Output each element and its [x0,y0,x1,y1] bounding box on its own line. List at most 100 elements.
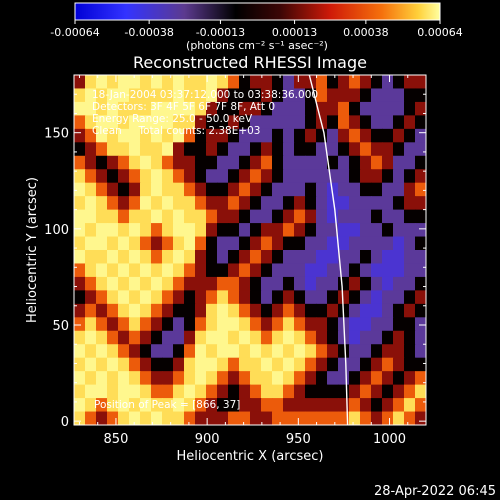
heatmap-cell [206,344,218,359]
heatmap-cell [294,371,306,386]
x-axis-ticks: 850 900 950 1000 [78,75,427,447]
heatmap-cell [107,250,119,265]
heatmap-cell [206,371,218,386]
heatmap-cell [162,75,174,90]
heatmap-cell [272,250,284,265]
heatmap-cell [184,384,196,399]
heatmap-cell [96,101,108,116]
heatmap-cell [382,75,394,90]
heatmap-cell [173,209,185,224]
heatmap-cell [250,330,262,345]
heatmap-cell [173,115,185,130]
heatmap-cell [415,371,426,386]
heatmap-cell [272,290,284,305]
heatmap-cell [371,290,383,305]
heatmap-cell [217,250,229,265]
heatmap-cell [173,101,185,116]
heatmap-cell [206,182,218,197]
heatmap-cell [338,128,350,143]
heatmap-cell [228,209,240,224]
heatmap-cell [239,303,251,318]
heatmap-cell [173,128,185,143]
heatmap-cell [184,344,196,359]
heatmap-cell [371,344,383,359]
heatmap-cell [96,155,108,170]
heatmap-cell [195,330,207,345]
heatmap-cell [415,398,426,413]
heatmap-cell [173,303,185,318]
heatmap-cell [74,115,86,130]
heatmap-cell [404,128,416,143]
heatmap-cell [360,88,372,103]
heatmap-cell [85,88,97,103]
colorbar: -0.00064 -0.00038 -0.00013 0.00013 0.00038 0.… [50,2,463,52]
info-time-range: 18-Jan-2004 03:37:12.000 to 03:38:36.000 [92,89,318,101]
heatmap-cell [195,128,207,143]
heatmap-cell [74,223,86,238]
heatmap-cell [151,142,163,157]
heatmap-cell [85,115,97,130]
heatmap-cell [404,290,416,305]
heatmap-cell [294,101,306,116]
heatmap-cell [305,330,317,345]
heatmap-cell [316,371,328,386]
heatmap-cell [96,276,108,291]
heatmap-cell [415,128,426,143]
colorbar-tick-label: 0.00013 [272,26,318,39]
heatmap-cell [74,142,86,157]
heatmap-cell [140,128,152,143]
heatmap-cell [173,236,185,251]
heatmap-cell [316,88,328,103]
heatmap-cell [283,303,295,318]
heatmap-cell [338,101,350,116]
heatmap-cell [195,411,207,425]
heatmap-cell [250,236,262,251]
heatmap-cell [74,250,86,265]
heatmap-cell [239,398,251,413]
heatmap-cell [283,196,295,211]
heatmap-cell [195,182,207,197]
heatmap-cell [272,317,284,332]
heatmap-cell [195,75,207,90]
heatmap-cell [261,75,273,90]
heatmap-cell [107,223,119,238]
heatmap-cell [107,303,119,318]
heatmap-cell [382,371,394,386]
heatmap-cell [404,115,416,130]
heatmap-cell [261,357,273,372]
heatmap-cell [360,263,372,278]
heatmap-cell [349,290,361,305]
heatmap-cell [151,182,163,197]
y-axis-ticks: 0 50 100 150 [44,74,426,430]
heatmap-cell [327,182,339,197]
heatmap-cell [96,182,108,197]
heatmap-cell [272,75,284,90]
heatmap-cell [261,290,273,305]
heatmap-cell [74,263,86,278]
colorbar-units-label: (photons cm⁻² s⁻¹ asec⁻²) [186,39,328,52]
heatmap-cell [206,101,218,116]
heatmap-cell [250,357,262,372]
heatmap-cell [228,290,240,305]
heatmap-cell [393,236,405,251]
heatmap-cell [349,263,361,278]
heatmap-cell [151,250,163,265]
heatmap-cell [184,411,196,425]
heatmap-cell [239,411,251,425]
heatmap-cell [371,142,383,157]
heatmap-cell [129,182,141,197]
info-detectors: Detectors: 3F 4F 5F 6F 7F 8F, Att 0 [92,101,275,113]
heatmap-cell [107,276,119,291]
heatmap-cell [338,88,350,103]
heatmap-cell [74,155,86,170]
heatmap-cell [140,303,152,318]
heatmap-cell [228,411,240,425]
heatmap-cell [217,115,229,130]
heatmap-cell [338,411,350,425]
heatmap-cell [85,196,97,211]
heatmap-cell [382,263,394,278]
info-clean-counts: Clean Total counts: 2.38E+03 [92,125,261,137]
heatmap-cell [349,236,361,251]
heatmap-cell [250,101,262,116]
heatmap-cell [129,75,141,90]
